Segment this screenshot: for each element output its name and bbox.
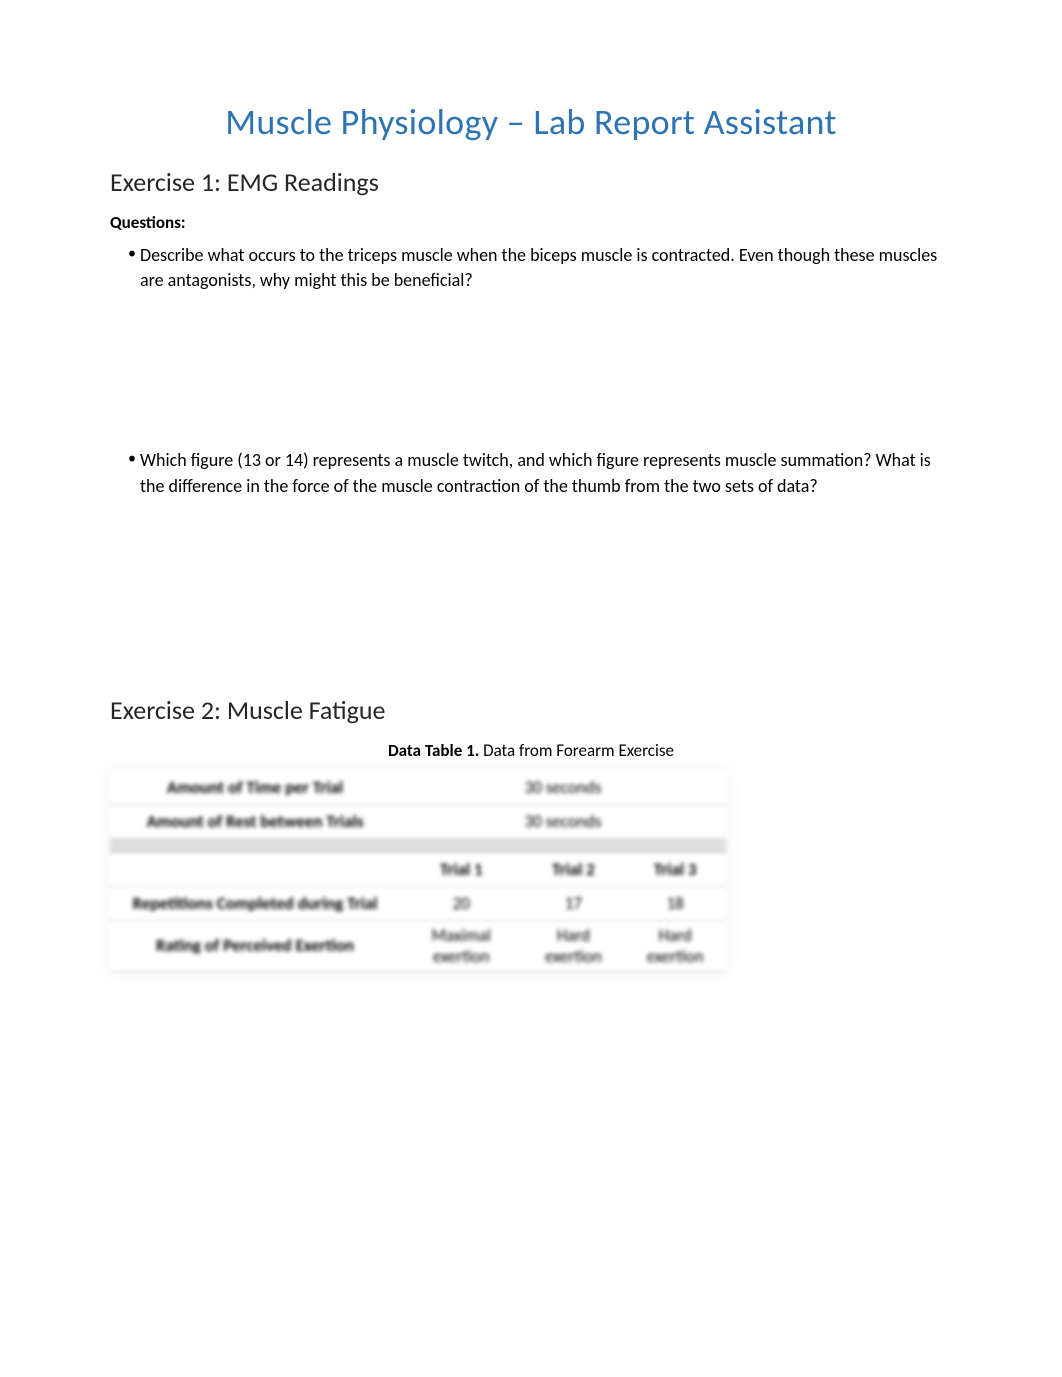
table-row: Rating of Perceived Exertion Maximal exe… [110,920,726,972]
question-bullet: • Describe what occurs to the triceps mu… [110,243,952,293]
exercise2-heading: Exercise 2: Muscle Fatigue [110,694,952,726]
bullet-icon: • [110,448,140,470]
cell-value: 18 [624,886,726,920]
table-title: Data Table 1. Data from Forearm Exercise [110,740,952,761]
table-title-rest: Data from Forearm Exercise [479,740,674,761]
empty-header [110,852,400,886]
answer-space [110,293,952,448]
cell-value: Hard exertion [523,920,625,972]
question-text: Describe what occurs to the triceps musc… [140,243,952,293]
questions-label: Questions: [110,212,952,233]
cell-value: 17 [523,886,625,920]
table-row: Amount of Rest between Trials 30 seconds [110,804,726,838]
table-row: Repetitions Completed during Trial 20 17… [110,886,726,920]
question-text: Which figure (13 or 14) represents a mus… [140,448,952,498]
row-label: Amount of Rest between Trials [110,804,400,838]
table-header-row: Trial 1 Trial 2 Trial 3 [110,852,726,886]
data-table: Amount of Time per Trial 30 seconds Amou… [110,771,726,973]
column-header: Trial 1 [400,852,523,886]
row-label: Rating of Perceived Exertion [110,920,400,972]
cell-value: 20 [400,886,523,920]
data-table-section: Data Table 1. Data from Forearm Exercise… [110,740,952,973]
table-title-bold: Data Table 1. [388,740,479,761]
row-label: Amount of Time per Trial [110,771,400,805]
main-title: Muscle Physiology – Lab Report Assistant [110,100,952,144]
exercise1-questions-list: • Describe what occurs to the triceps mu… [110,243,952,293]
cell-value: Maximal exertion [400,920,523,972]
document-page: Muscle Physiology – Lab Report Assistant… [0,0,1062,972]
column-header: Trial 2 [523,852,625,886]
row-label: Repetitions Completed during Trial [110,886,400,920]
cell-value: Hard exertion [624,920,726,972]
table-row: Amount of Time per Trial 30 seconds [110,771,726,805]
bullet-icon: • [110,243,140,265]
column-header: Trial 3 [624,852,726,886]
exercise1-heading: Exercise 1: EMG Readings [110,166,952,198]
answer-space [110,499,952,694]
table-separator [110,838,726,852]
row-value: 30 seconds [400,771,726,805]
question-bullet: • Which figure (13 or 14) represents a m… [110,448,952,498]
exercise1-questions-list-2: • Which figure (13 or 14) represents a m… [110,448,952,498]
row-value: 30 seconds [400,804,726,838]
